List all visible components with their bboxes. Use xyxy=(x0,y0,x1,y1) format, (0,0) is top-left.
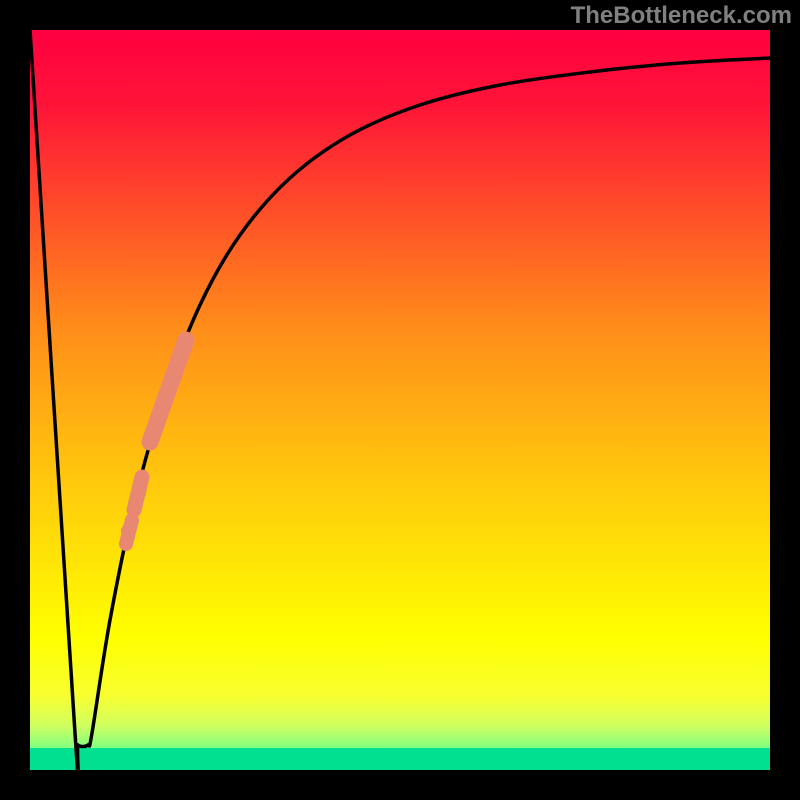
chart-container: TheBottleneck.com xyxy=(0,0,800,800)
bottleneck-chart xyxy=(0,0,800,800)
bottom-green-band xyxy=(30,748,770,770)
plot-background xyxy=(30,30,770,770)
watermark-text: TheBottleneck.com xyxy=(571,2,792,30)
